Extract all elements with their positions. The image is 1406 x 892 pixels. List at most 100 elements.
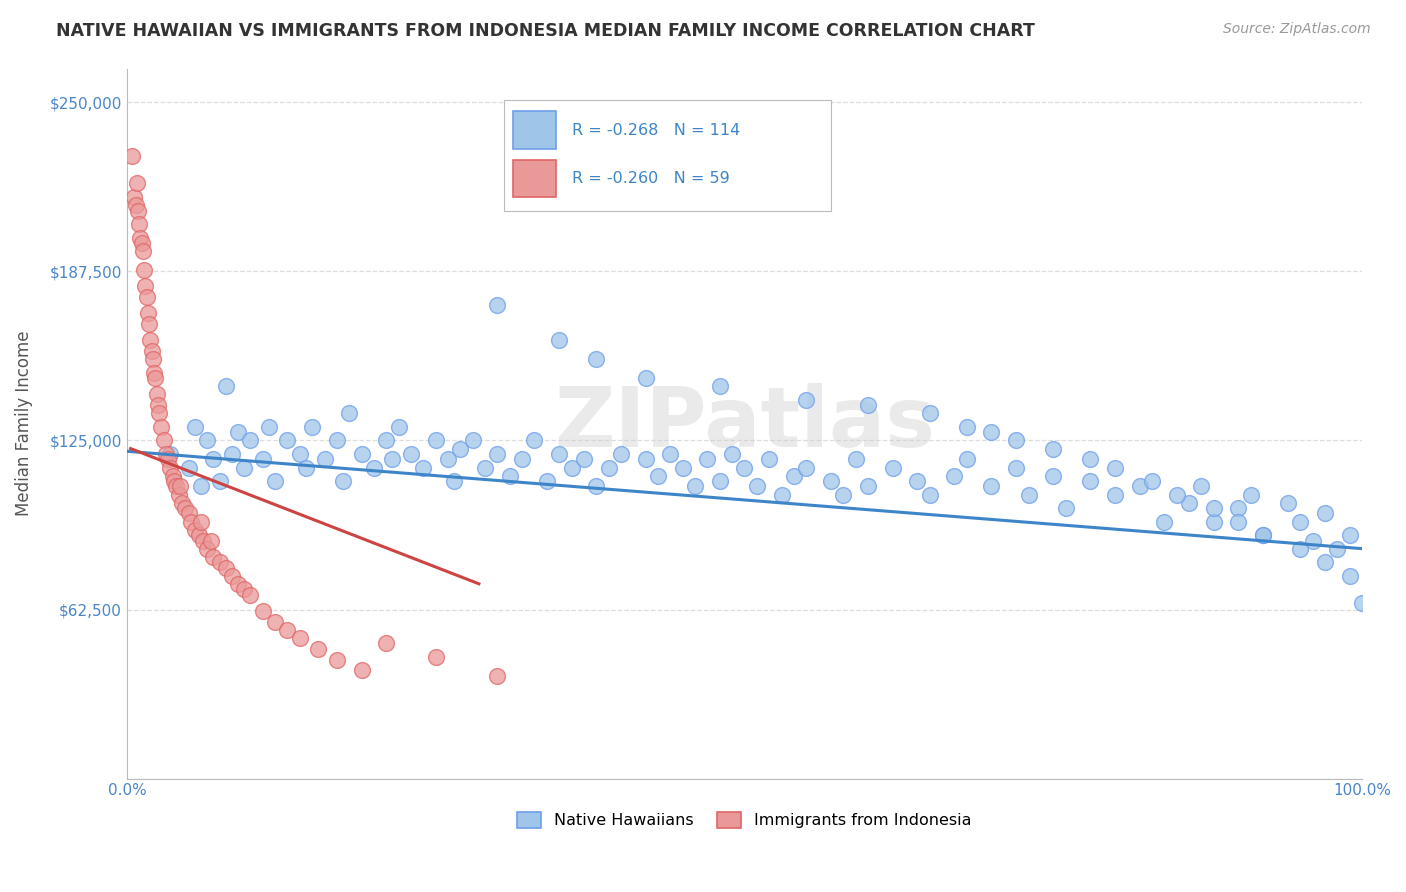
Point [474,460,496,475]
Point [1005,434,1028,448]
Point [145,387,167,401]
Point [980,479,1002,493]
Point [150,420,173,434]
Point [134,279,156,293]
Point [1227,501,1250,516]
Point [709,474,731,488]
Point [758,452,780,467]
Point [1042,468,1064,483]
Point [190,515,212,529]
Point [1302,533,1324,548]
Point [187,528,209,542]
Point [399,447,422,461]
Point [683,479,706,493]
Point [956,452,979,467]
Point [139,334,162,348]
Point [510,452,533,467]
Point [1251,528,1274,542]
Point [350,664,373,678]
Point [136,306,159,320]
Text: Source: ZipAtlas.com: Source: ZipAtlas.com [1223,22,1371,37]
Point [1289,541,1312,556]
Point [1240,487,1263,501]
Point [1313,507,1336,521]
Point [449,442,471,456]
Point [783,468,806,483]
Point [1018,487,1040,501]
Point [610,447,633,461]
Point [121,149,143,163]
Point [1202,501,1225,516]
Point [634,371,657,385]
Point [288,447,311,461]
Legend: Native Hawaiians, Immigrants from Indonesia: Native Hawaiians, Immigrants from Indone… [510,805,979,835]
Point [288,631,311,645]
Point [295,460,318,475]
Point [1005,460,1028,475]
Point [536,474,558,488]
Point [195,541,218,556]
Point [845,452,868,467]
Point [1054,501,1077,516]
Point [314,452,336,467]
Point [134,263,156,277]
Point [523,434,546,448]
Point [733,460,755,475]
Point [1191,479,1213,493]
Point [1140,474,1163,488]
Point [1166,487,1188,501]
Point [208,555,231,569]
Point [124,190,146,204]
Point [598,460,620,475]
Point [326,434,349,448]
Point [659,447,682,461]
Point [1289,515,1312,529]
Point [560,460,582,475]
Point [918,487,941,501]
Point [832,487,855,501]
Point [770,487,793,501]
Point [486,669,509,683]
Point [499,468,522,483]
Point [153,434,176,448]
Point [381,452,404,467]
Point [794,392,817,407]
Point [1104,460,1126,475]
Point [215,379,238,393]
Point [159,460,181,475]
Point [129,230,152,244]
Point [1153,515,1175,529]
Point [138,317,160,331]
Point [425,434,447,448]
Point [363,460,385,475]
Point [461,434,484,448]
Point [1227,515,1250,529]
Point [548,447,571,461]
Point [856,479,879,493]
Point [184,523,207,537]
Point [388,420,411,434]
Point [634,452,657,467]
Point [252,452,274,467]
Point [233,460,256,475]
Point [128,217,150,231]
Point [155,447,177,461]
Point [142,352,165,367]
Point [174,501,197,516]
Point [180,515,202,529]
Point [165,479,187,493]
Point [820,474,842,488]
Point [1277,496,1299,510]
Point [127,203,149,218]
Point [375,636,398,650]
Point [143,366,166,380]
Point [1129,479,1152,493]
Point [443,474,465,488]
Point [221,447,243,461]
Point [375,434,398,448]
Point [177,460,200,475]
Point [135,290,157,304]
Point [1078,452,1101,467]
Point [326,652,349,666]
Point [226,425,249,440]
